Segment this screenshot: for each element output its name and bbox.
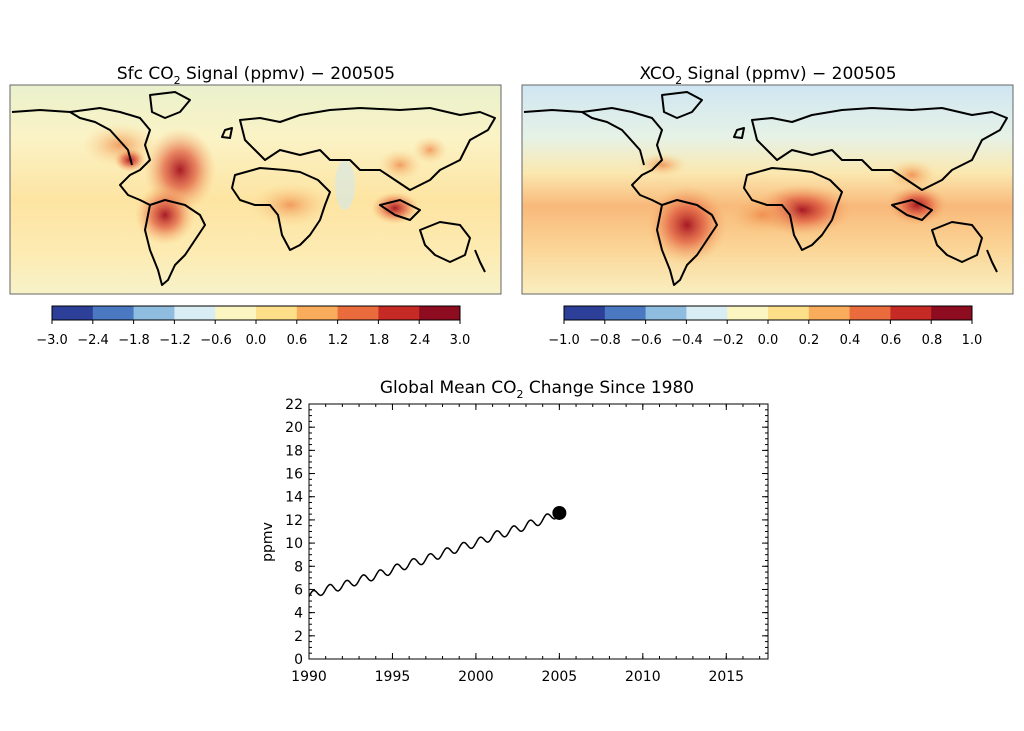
- colorbar-swatch: [604, 306, 647, 320]
- colorbar-swatch: [92, 306, 135, 320]
- y-axis-ticks: 0 2 4 6 8 10 12 14 16 18 20 22: [285, 397, 768, 668]
- colorbar-swatch: [686, 306, 728, 320]
- colorbar-swatch: [564, 306, 606, 320]
- sfc-colorbar: [51, 305, 461, 324]
- sfc-colorbar-tick: −1.2: [159, 333, 191, 348]
- y-tick-label: 18: [285, 443, 303, 459]
- sfc-colorbar-tick: −2.4: [77, 333, 109, 348]
- sfc-colorbar-tick: 0.6: [287, 333, 308, 348]
- xco2-colorbar-tick: 0.0: [758, 333, 779, 348]
- colorbar-swatch: [808, 306, 851, 320]
- sfc-map: [9, 84, 502, 295]
- y-tick-label: 8: [294, 559, 303, 575]
- colorbar-swatch: [849, 306, 891, 320]
- y-tick-label: 20: [285, 420, 303, 436]
- xco2-colorbar-tick: −0.6: [630, 333, 662, 348]
- colorbar-swatch: [133, 306, 175, 320]
- xco2-colorbar-tick: 0.6: [881, 333, 902, 348]
- plot-frame: [308, 403, 769, 660]
- y-tick-label: 0: [294, 652, 303, 668]
- y-tick-label: 10: [285, 536, 303, 552]
- sfc-colorbar-tick: 3.0: [450, 333, 471, 348]
- xco2-colorbar-ticks: −1.0 −0.8 −0.6 −0.4 −0.2 0.0 0.2 0.4 0.6…: [548, 333, 982, 348]
- x-tick-label: 2000: [458, 669, 494, 685]
- sfc-colorbar-ticks: −3.0 −2.4 −1.8 −1.2 −0.6 0.0 0.6 1.2 1.8…: [36, 333, 470, 348]
- xco2-map-panel: XCO2 Signal (ppmv) − 200505 −1.0 −0.8 −0…: [521, 64, 1014, 348]
- colorbar-swatch: [419, 306, 461, 320]
- sfc-co2-map-panel: Sfc CO2 Signal (ppmv) − 200505 −3.0 −2.4: [9, 64, 502, 348]
- colorbar-swatch: [931, 306, 973, 320]
- y-axis-label: ppmv: [260, 522, 276, 562]
- x-tick-label: 2010: [625, 669, 661, 685]
- y-tick-label: 12: [285, 513, 303, 529]
- y-tick-label: 14: [285, 490, 303, 506]
- xco2-colorbar-tick: −0.2: [712, 333, 744, 348]
- y-tick-label: 22: [285, 397, 303, 413]
- sfc-colorbar-tick: −0.6: [200, 333, 232, 348]
- y-tick-label: 6: [294, 582, 303, 598]
- colorbar-swatch: [727, 306, 769, 320]
- colorbar-swatch: [768, 306, 810, 320]
- sfc-colorbar-tick: 1.8: [369, 333, 390, 348]
- xco2-colorbar: [563, 305, 973, 324]
- colorbar-swatch: [215, 306, 257, 320]
- global-mean-co2-chart: Global Mean CO2 Change Since 1980 ppmv 0…: [260, 378, 769, 685]
- x-tick-label: 1990: [291, 669, 327, 685]
- x-axis-ticks: 1990 1995 2000 2005 2010 2015: [291, 404, 761, 685]
- xco2-colorbar-tick: 0.4: [840, 333, 861, 348]
- y-tick-label: 16: [285, 467, 303, 483]
- colorbar-swatch: [645, 306, 687, 320]
- xco2-colorbar-tick: 1.0: [962, 333, 983, 348]
- colorbar-swatch: [174, 306, 216, 320]
- xco2-map: [521, 84, 1014, 295]
- series-line: [308, 512, 561, 597]
- current-value-marker: [552, 505, 567, 520]
- series-layer: [308, 505, 567, 597]
- xco2-colorbar-tick: −0.8: [589, 333, 621, 348]
- xco2-colorbar-tick: −0.4: [671, 333, 703, 348]
- sfc-map-title: Sfc CO2 Signal (ppmv) − 200505: [117, 64, 395, 87]
- colorbar-swatch: [296, 306, 339, 320]
- y-tick-label: 2: [294, 629, 303, 645]
- x-tick-label: 2005: [542, 669, 578, 685]
- x-tick-label: 2015: [708, 669, 744, 685]
- sfc-colorbar-tick: 2.4: [410, 333, 431, 348]
- xco2-colorbar-tick: 0.2: [799, 333, 820, 348]
- sfc-colorbar-tick: 1.2: [328, 333, 349, 348]
- colorbar-swatch: [890, 306, 932, 320]
- xco2-colorbar-tick: 0.8: [922, 333, 943, 348]
- chart-title: Global Mean CO2 Change Since 1980: [380, 378, 694, 401]
- sfc-colorbar-tick: −1.8: [118, 333, 150, 348]
- sfc-colorbar-tick: 0.0: [246, 333, 267, 348]
- colorbar-swatch: [52, 306, 94, 320]
- colorbar-swatch: [378, 306, 420, 320]
- xco2-colorbar-tick: −1.0: [548, 333, 580, 348]
- colorbar-swatch: [337, 306, 379, 320]
- y-tick-label: 4: [294, 606, 303, 622]
- xco2-map-title: XCO2 Signal (ppmv) − 200505: [639, 64, 896, 87]
- x-tick-label: 1995: [375, 669, 411, 685]
- sfc-colorbar-tick: −3.0: [36, 333, 68, 348]
- colorbar-swatch: [256, 306, 298, 320]
